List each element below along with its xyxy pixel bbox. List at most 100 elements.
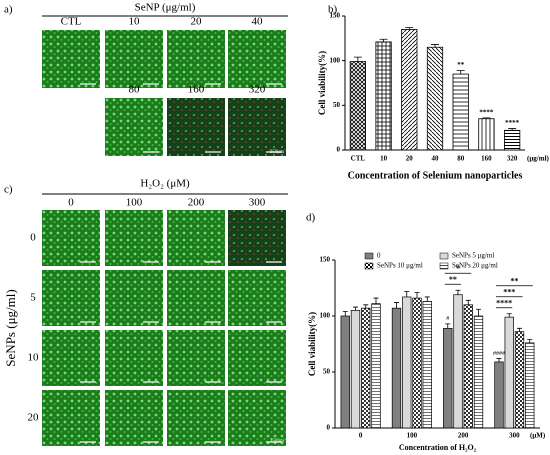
x-axis-label: Concentration of Selenium nanoparticles bbox=[348, 170, 523, 181]
bar-hatch bbox=[515, 331, 524, 428]
bar bbox=[391, 307, 402, 429]
image-label: 80 bbox=[129, 84, 141, 96]
bar-hatch bbox=[504, 130, 520, 150]
bar-hatch bbox=[361, 308, 371, 428]
legend-hatch bbox=[440, 263, 448, 269]
x-unit: (μM) bbox=[530, 432, 546, 440]
bar bbox=[494, 361, 504, 429]
error-bar bbox=[517, 327, 522, 332]
micrograph bbox=[228, 270, 286, 326]
x-tick-label: 0 bbox=[359, 432, 363, 440]
error-bar bbox=[476, 308, 481, 316]
micrograph bbox=[228, 390, 286, 446]
image-label: CTL bbox=[61, 16, 82, 28]
x-tick-label: 200 bbox=[458, 432, 469, 440]
micrograph bbox=[228, 330, 286, 386]
error-bar bbox=[405, 27, 414, 30]
row-label: 0 bbox=[30, 232, 36, 244]
significance: * bbox=[456, 264, 460, 273]
legend-swatch bbox=[364, 252, 374, 260]
error-bar bbox=[455, 289, 461, 295]
panel-label: c) bbox=[4, 184, 13, 196]
image-label: 20 bbox=[191, 16, 203, 28]
error-bar bbox=[506, 313, 512, 318]
row-title: SeNPs (μg/ml) bbox=[3, 289, 18, 366]
error-bar bbox=[482, 117, 491, 119]
bar bbox=[350, 310, 361, 429]
panel-label: d) bbox=[306, 212, 316, 224]
micrograph bbox=[167, 30, 225, 88]
y-tick-label: 50 bbox=[323, 368, 331, 376]
y-tick-label: 0 bbox=[337, 146, 341, 154]
x-tick-label: 160 bbox=[481, 155, 492, 163]
legend-label: SeNPs 20 μg/ml bbox=[452, 262, 498, 270]
error-bar bbox=[379, 38, 388, 42]
bar-hatch bbox=[525, 342, 535, 428]
error-bar bbox=[363, 304, 369, 309]
column-label: 200 bbox=[188, 197, 205, 209]
bar-hatch bbox=[371, 303, 381, 428]
y-tick-label: 100 bbox=[330, 56, 341, 64]
error-bar bbox=[465, 299, 471, 305]
bar bbox=[453, 294, 463, 429]
micrograph bbox=[167, 390, 225, 446]
error-bar bbox=[431, 44, 439, 48]
x-tick-label: 300 bbox=[509, 432, 520, 440]
y-tick-label: 0 bbox=[327, 424, 331, 432]
micrograph bbox=[42, 330, 100, 386]
error-bar bbox=[353, 56, 362, 62]
panel-label: b) bbox=[328, 4, 338, 16]
micrograph bbox=[105, 30, 163, 88]
micrograph bbox=[105, 210, 163, 266]
bar-hatch bbox=[422, 301, 432, 428]
row-label: 20 bbox=[28, 412, 40, 424]
significance: ** bbox=[449, 275, 457, 284]
y-axis-label: Cell viability(%) bbox=[317, 51, 327, 115]
bar-hatch bbox=[375, 41, 392, 151]
bar bbox=[504, 316, 514, 429]
x-tick-label: 40 bbox=[432, 155, 440, 163]
micrograph bbox=[167, 270, 225, 326]
image-label: 10 bbox=[129, 16, 141, 28]
y-tick-label: 150 bbox=[320, 256, 331, 264]
error-bar bbox=[456, 70, 465, 75]
row-label: 10 bbox=[28, 352, 40, 364]
error-bar bbox=[527, 339, 533, 343]
legend-swatch bbox=[439, 252, 449, 260]
scale-label: 350μm bbox=[270, 150, 284, 155]
error-bar bbox=[404, 290, 410, 297]
x-unit: (μg/ml) bbox=[527, 155, 550, 163]
panel-title: H₂O₂ (μM) bbox=[140, 178, 190, 190]
micrograph bbox=[42, 210, 100, 266]
x-axis-label: Concentration of H₂O₂ bbox=[399, 443, 477, 452]
micrograph bbox=[228, 210, 286, 266]
error-bar bbox=[424, 296, 430, 302]
bar-hatch bbox=[453, 74, 469, 150]
legend-hatch bbox=[365, 263, 373, 269]
significance: #### bbox=[493, 351, 505, 357]
x-tick-label: 10 bbox=[380, 155, 388, 163]
micrograph bbox=[105, 330, 163, 386]
legend-label: SeNPs 5 μg/ml bbox=[452, 252, 494, 260]
micrograph bbox=[167, 98, 225, 156]
legend-label: 0 bbox=[377, 252, 381, 260]
panel-title: SeNP (μg/ml) bbox=[135, 2, 196, 14]
error-bar bbox=[496, 358, 502, 362]
error-bar bbox=[414, 292, 420, 299]
error-bar bbox=[508, 128, 517, 131]
error-bar bbox=[445, 323, 451, 329]
micrograph bbox=[105, 98, 163, 156]
significance: **** bbox=[505, 119, 520, 127]
column-label: 100 bbox=[126, 197, 143, 209]
bar-hatch bbox=[350, 61, 366, 151]
micrograph bbox=[42, 270, 100, 326]
error-bar bbox=[353, 306, 358, 311]
bar-hatch bbox=[401, 29, 417, 150]
bar bbox=[340, 315, 350, 429]
bar-hatch bbox=[478, 118, 495, 150]
significance: **** bbox=[479, 108, 494, 116]
x-tick-label: 20 bbox=[406, 155, 414, 163]
significance: ** bbox=[457, 61, 465, 69]
x-tick-label: 320 bbox=[507, 155, 518, 163]
